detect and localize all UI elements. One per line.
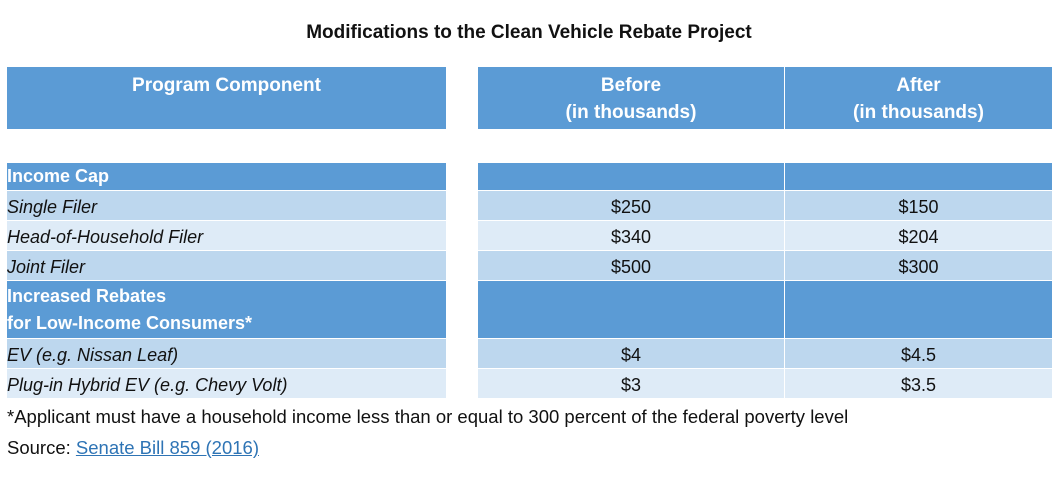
spacer-row xyxy=(7,130,1053,163)
row-before-value: $3 xyxy=(478,369,785,399)
row-label: Head-of-Household Filer xyxy=(7,221,447,251)
table-row: EV (e.g. Nissan Leaf) $4 $4.5 xyxy=(7,339,1053,369)
row-before-value: $250 xyxy=(478,191,785,221)
source-link[interactable]: Senate Bill 859 (2016) xyxy=(75,437,259,458)
table-row: Head-of-Household Filer $340 $204 xyxy=(7,221,1053,251)
section-label-increased-rebates: Increased Rebates for Low-Income Consume… xyxy=(7,281,447,339)
row-before-value: $500 xyxy=(478,251,785,281)
source-prefix: Source: xyxy=(7,437,76,458)
header-after-line1: After xyxy=(896,75,941,96)
header-before-line2: (in thousands) xyxy=(565,102,697,123)
header-program-component-label: Program Component xyxy=(132,75,321,96)
row-label: Joint Filer xyxy=(7,251,447,281)
section-label-income-cap: Income Cap xyxy=(7,163,447,191)
table-row: Joint Filer $500 $300 xyxy=(7,251,1053,281)
footnote: *Applicant must have a household income … xyxy=(7,406,849,427)
section-blank-after xyxy=(785,163,1053,191)
section-blank-after xyxy=(785,281,1053,339)
row-label: EV (e.g. Nissan Leaf) xyxy=(7,339,447,369)
rebate-table: Program Component Before (in thousands) … xyxy=(7,67,1053,399)
page-title: Modifications to the Clean Vehicle Rebat… xyxy=(306,22,752,43)
column-gap xyxy=(447,67,478,130)
row-before-value: $340 xyxy=(478,221,785,251)
table-row: Plug-in Hybrid EV (e.g. Chevy Volt) $3 $… xyxy=(7,369,1053,399)
row-label: Plug-in Hybrid EV (e.g. Chevy Volt) xyxy=(7,369,447,399)
row-label: Single Filer xyxy=(7,191,447,221)
section-blank-before xyxy=(478,163,785,191)
section-row-increased-rebates: Increased Rebates for Low-Income Consume… xyxy=(7,281,1053,339)
row-after-value: $300 xyxy=(785,251,1053,281)
row-after-value: $204 xyxy=(785,221,1053,251)
section-label-line: Increased Rebates xyxy=(7,285,167,306)
section-blank-before xyxy=(478,281,785,339)
header-after-line2: (in thousands) xyxy=(853,102,984,123)
row-after-value: $4.5 xyxy=(785,339,1053,369)
header-after: After (in thousands) xyxy=(785,67,1053,130)
row-after-value: $150 xyxy=(785,191,1053,221)
source-line: Source: Senate Bill 859 (2016) xyxy=(7,437,259,459)
header-before-line1: Before xyxy=(600,75,662,96)
row-after-value: $3.5 xyxy=(785,369,1053,399)
section-label-line: Income Cap xyxy=(7,166,110,186)
table-header-row: Program Component Before (in thousands) … xyxy=(7,67,1053,130)
header-before: Before (in thousands) xyxy=(478,67,785,130)
header-program-component: Program Component xyxy=(7,67,447,130)
table-row: Single Filer $250 $150 xyxy=(7,191,1053,221)
section-row-income-cap: Income Cap xyxy=(7,163,1053,191)
row-before-value: $4 xyxy=(478,339,785,369)
section-label-line: for Low-Income Consumers* xyxy=(7,312,253,333)
